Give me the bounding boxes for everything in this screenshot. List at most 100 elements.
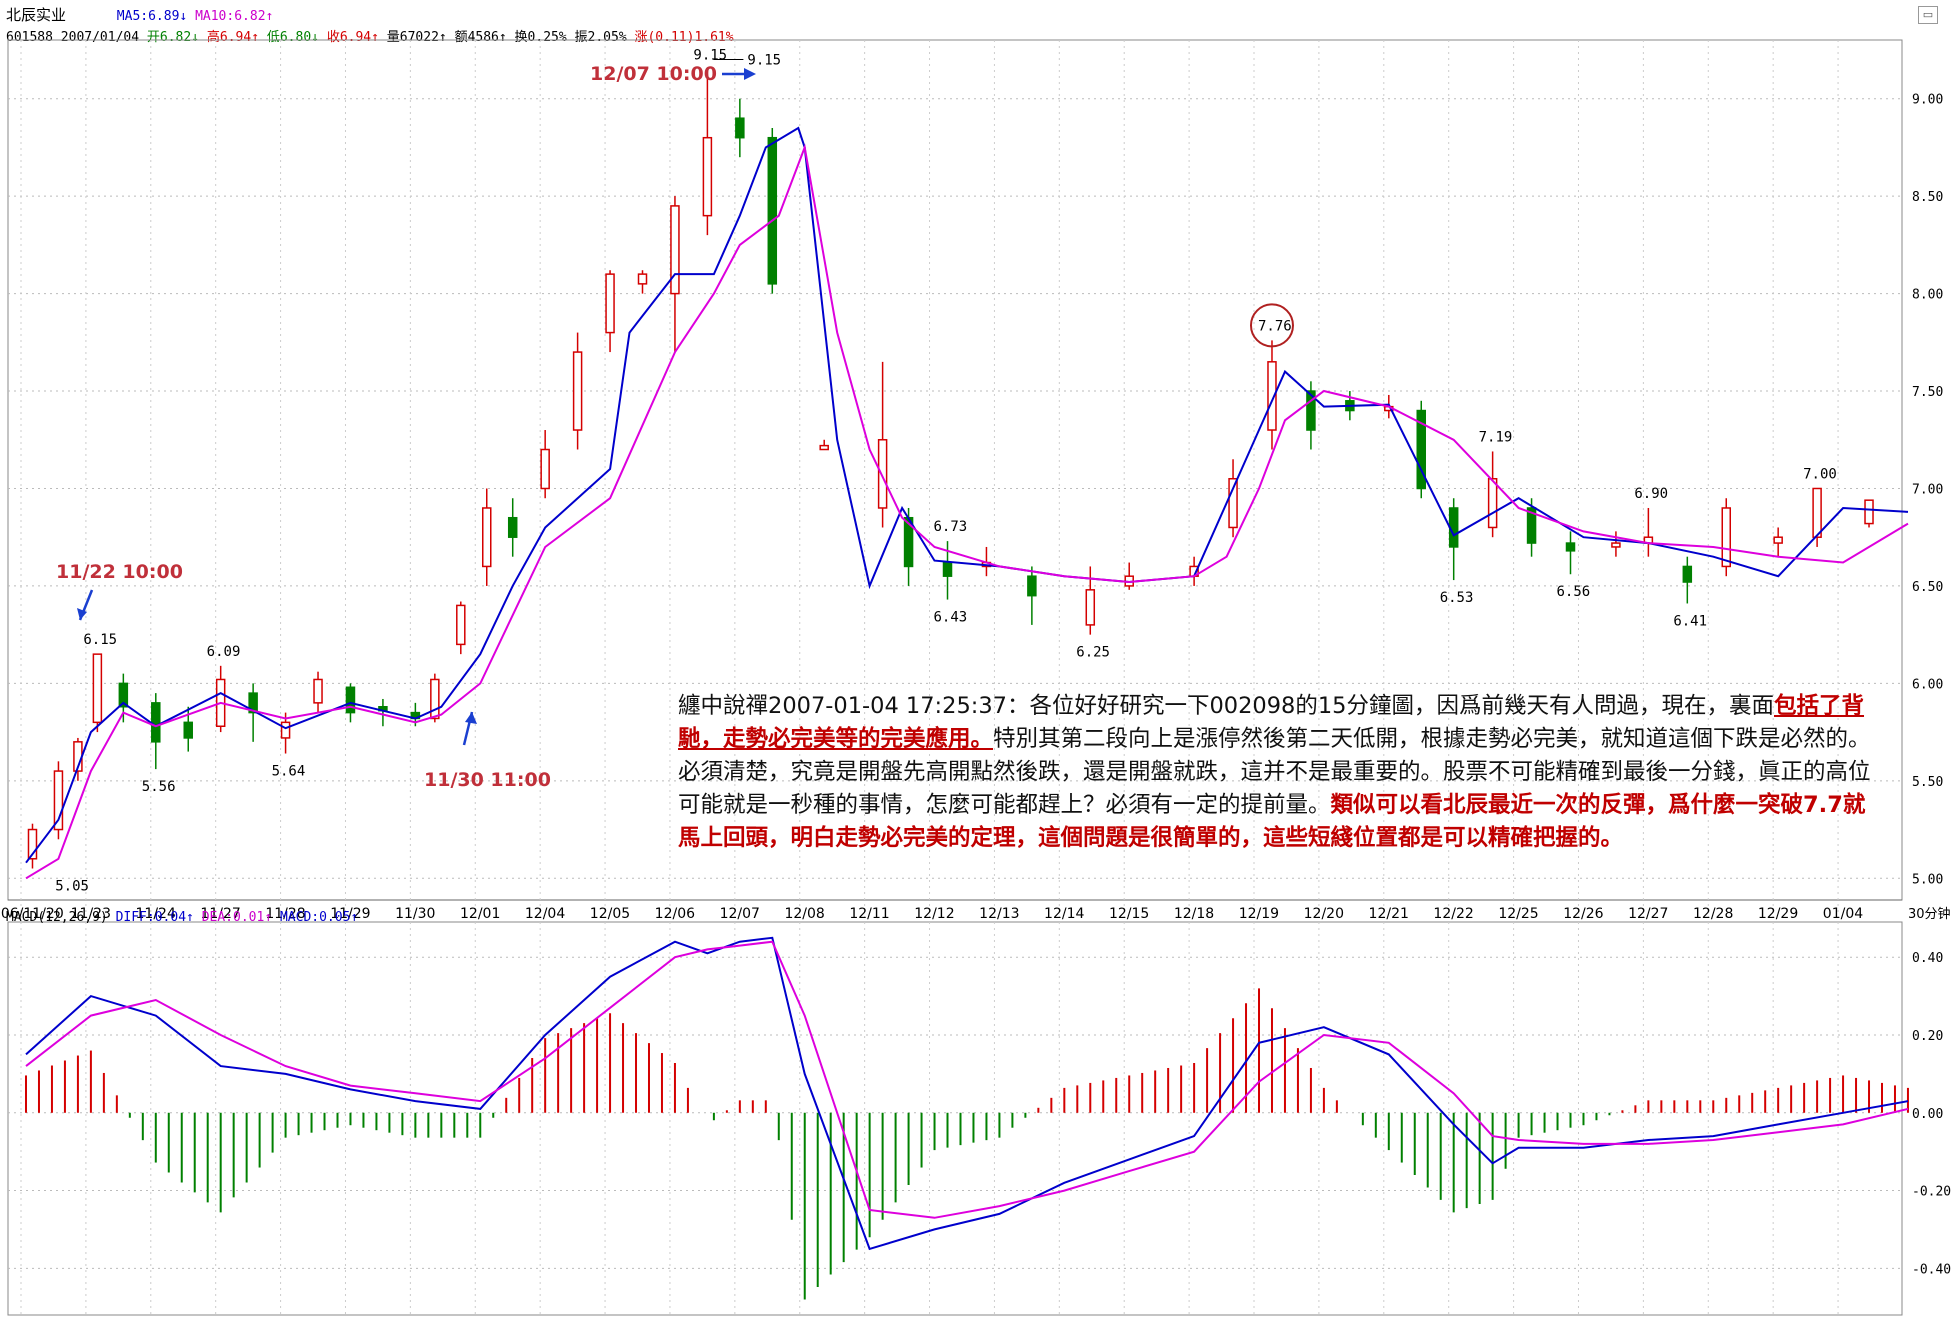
candle-body (118, 682, 129, 708)
candle-body (1864, 499, 1874, 525)
down-arrow-icon: ↓ (311, 30, 319, 45)
close-value: 收6.94 (326, 30, 372, 45)
open-value: 开6.82 (146, 30, 192, 45)
annotation-text: 12/07 10:00 (590, 63, 717, 85)
commentary-note: 纏中說禪2007-01-04 17:25:37：各位好好研究一下002098的1… (678, 690, 1878, 855)
candle-body (735, 117, 745, 139)
candle-body (313, 678, 323, 704)
up-arrow-icon: ↑ (371, 30, 379, 45)
x-tick-label: 11/28 (265, 906, 305, 922)
x-tick-label: 12/05 (590, 906, 630, 922)
price-extreme-label: 6.43 (934, 610, 968, 626)
x-tick-label: 12/04 (525, 906, 565, 922)
candle-body (482, 507, 492, 568)
change-value: 涨(0.11)1.61% (634, 30, 734, 45)
amplitude-value: 振2.05% (574, 30, 627, 45)
candle-body (1228, 477, 1238, 529)
candle-body (183, 721, 193, 739)
macd-y-tick-label: -0.20 (1912, 1185, 1951, 1200)
note-highlight-1: 包括了背馳，走勢必完美等的完美應用。 (678, 693, 1865, 752)
y-tick-label: 6.00 (1912, 677, 1943, 692)
price-extreme-label: 6.56 (1557, 584, 1591, 600)
dea-line (25, 940, 1909, 1219)
price-extreme-label: 6.53 (1440, 590, 1474, 606)
candle-body (1773, 536, 1783, 544)
highlight-circle (1249, 303, 1294, 348)
candle-body (819, 444, 829, 451)
candle-body (27, 828, 38, 860)
window-toggle-button[interactable]: ▭ (1918, 6, 1938, 24)
down-arrow-icon: ↓ (191, 30, 200, 45)
price-extreme-label: 6.41 (1673, 613, 1707, 629)
down-arrow-icon: ↓ (179, 9, 188, 24)
candle-body (1611, 542, 1621, 548)
candle-body (507, 516, 518, 538)
diff-line (25, 936, 1909, 1251)
x-tick-label: 12/18 (1174, 906, 1214, 922)
candle-body (92, 653, 103, 724)
price-extreme-label: 6.09 (207, 644, 241, 660)
y-tick-label: 8.50 (1912, 190, 1943, 205)
y-tick-label: 5.50 (1912, 775, 1943, 790)
candle-body (345, 686, 356, 714)
note-text-1: 纏中說禪2007-01-04 17:25:37：各位好好研究一下002098的1… (678, 693, 1774, 719)
x-tick-label: 12/29 (1758, 906, 1798, 922)
candle-body (670, 205, 680, 295)
x-tick-label: 11/23 (71, 906, 111, 922)
macd-y-tick-label: 0.40 (1912, 951, 1943, 966)
candle-body (702, 136, 713, 217)
price-extreme-label: 7.00 (1803, 466, 1837, 482)
x-tick-label: 11/29 (330, 906, 370, 922)
up-arrow-icon: ↑ (264, 910, 273, 925)
y-tick-label: 7.50 (1912, 385, 1943, 400)
stock-name: 北辰实业 (6, 6, 67, 24)
annotation-text: 11/30 11:00 (424, 769, 551, 791)
x-tick-label: 12/20 (1304, 906, 1344, 922)
ma10-line (25, 143, 1909, 880)
candle-body (1565, 542, 1576, 552)
x-tick-label: 12/22 (1433, 906, 1473, 922)
price-extreme-label: 6.73 (934, 519, 968, 535)
up-arrow-icon: ↑ (438, 30, 447, 45)
x-tick-label: 01/04 (1823, 906, 1863, 922)
x-tick-label: 12/12 (914, 906, 954, 922)
x-tick-label: 12/06 (655, 906, 695, 922)
candle-body (572, 351, 583, 431)
x-tick-label: 12/28 (1693, 906, 1733, 922)
macd-name: MACD(12,26,9) (6, 910, 108, 925)
macd-y-tick-label: -0.40 (1912, 1262, 1951, 1277)
price-extreme-label: 5.05 (55, 879, 89, 895)
y-tick-label: 8.00 (1912, 288, 1943, 303)
y-tick-label: 6.50 (1912, 580, 1943, 595)
arrow-head-icon (744, 68, 756, 80)
high-value: 高6.94 (206, 30, 252, 45)
candle-body (1487, 477, 1498, 529)
up-arrow-icon: ↑ (350, 910, 359, 925)
up-arrow-icon: ↑ (251, 30, 260, 45)
arrow-head-icon (465, 712, 477, 724)
candle-body (1306, 390, 1316, 431)
x-tick-label: 12/07 (720, 906, 760, 922)
x-tick-label: 12/27 (1628, 906, 1668, 922)
x-tick-label: 12/13 (979, 906, 1019, 922)
amount-value: 额4586 (454, 30, 499, 45)
note-text-2: 特別其第二段向上是漲停然後第二天低開，根據走勢必完美，就知道這個下跌是必然的。必… (678, 726, 1871, 818)
candle-body (1085, 589, 1096, 626)
diff-value: DIFF:0.04 (115, 910, 187, 925)
price-extreme-label: 7.19 (1479, 429, 1513, 445)
candle-body (1267, 361, 1277, 431)
x-tick-label: 12/26 (1563, 906, 1603, 922)
price-extreme-label: 9.15 (747, 52, 781, 68)
candle-body (430, 678, 440, 720)
y-tick-label: 9.00 (1912, 93, 1943, 108)
x-tick-label: 12/01 (460, 906, 500, 922)
period-label: 30分钟 (1908, 906, 1951, 922)
turnover-value: 换0.25% (514, 30, 567, 45)
volume-value: 量67022 (386, 30, 439, 45)
price-extreme-label: 7.76 (1258, 318, 1292, 334)
x-tick-label: 12/11 (849, 906, 889, 922)
up-arrow-icon: ↑ (265, 9, 274, 24)
price-extreme-label: 9.15 (693, 47, 727, 63)
candle-body (877, 439, 888, 509)
